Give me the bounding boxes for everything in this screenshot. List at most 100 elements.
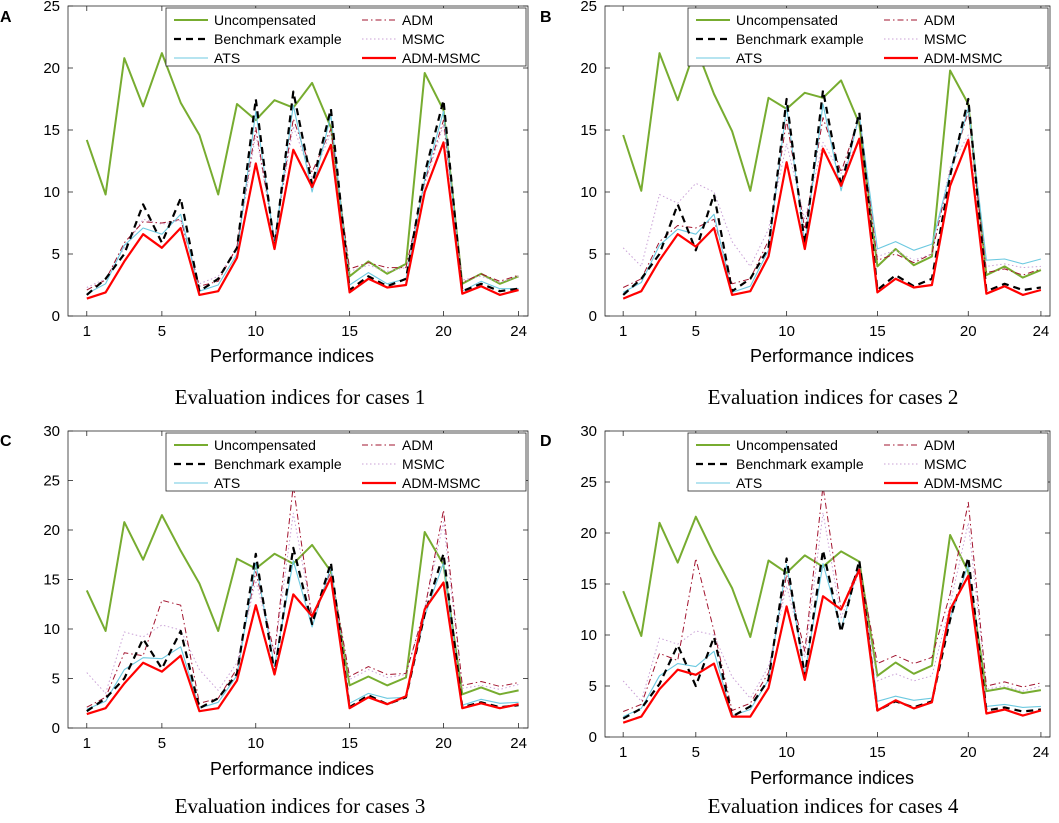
legend-label: Benchmark example bbox=[736, 31, 864, 47]
legend-label: ADM-MSMC bbox=[924, 475, 1003, 491]
legend-label: Benchmark example bbox=[736, 456, 864, 472]
x-tick-label: 5 bbox=[158, 323, 166, 340]
panel-title: Evaluation indices for cases 2 bbox=[708, 385, 959, 409]
series-line-adm bbox=[622, 110, 1042, 288]
legend-label: ADM bbox=[924, 437, 955, 453]
y-tick-label: 10 bbox=[43, 621, 60, 638]
legend-label: ADM bbox=[402, 437, 433, 453]
panel-label: B bbox=[540, 9, 552, 26]
x-tick-label: 24 bbox=[510, 323, 527, 340]
legend-label: ADM-MSMC bbox=[402, 50, 481, 66]
x-tick-label: 15 bbox=[341, 323, 358, 340]
y-tick-label: 25 bbox=[580, 0, 597, 15]
panel-label: A bbox=[0, 9, 12, 26]
x-tick-label: 5 bbox=[692, 744, 700, 761]
x-tick-label: 20 bbox=[435, 735, 452, 752]
x-tick-label: 24 bbox=[1033, 323, 1050, 340]
y-tick-label: 10 bbox=[43, 184, 60, 201]
y-tick-label: 0 bbox=[589, 729, 597, 746]
y-tick-label: 20 bbox=[580, 525, 597, 542]
legend-label: MSMC bbox=[402, 31, 445, 47]
legend-label: Uncompensated bbox=[214, 437, 316, 453]
x-tick-label: 10 bbox=[247, 735, 264, 752]
y-tick-label: 10 bbox=[580, 184, 597, 201]
panel-d: D Evaluation indices for cases 4 Perform… bbox=[540, 423, 1051, 818]
legend-label: ADM bbox=[924, 12, 955, 28]
x-tick-label: 20 bbox=[960, 744, 977, 761]
legend-box bbox=[687, 432, 1049, 492]
y-tick-label: 5 bbox=[589, 678, 597, 695]
legend-box bbox=[165, 432, 527, 492]
legend-label: ADM-MSMC bbox=[924, 50, 1003, 66]
panel-title: Evaluation indices for cases 3 bbox=[175, 794, 426, 818]
plot-area-frame bbox=[604, 5, 1051, 317]
y-tick-label: 0 bbox=[52, 308, 60, 325]
series-line-adm bbox=[86, 485, 519, 708]
y-tick-label: 25 bbox=[43, 473, 60, 490]
y-tick-label: 0 bbox=[589, 308, 597, 325]
series-line-adm-msmc bbox=[622, 568, 1042, 724]
x-tick-label: 1 bbox=[619, 744, 627, 761]
y-tick-label: 10 bbox=[580, 627, 597, 644]
x-axis-title: Performance indices bbox=[210, 759, 374, 779]
panel-label: C bbox=[0, 433, 12, 450]
legend-label: ATS bbox=[214, 475, 240, 491]
x-tick-label: 15 bbox=[869, 323, 886, 340]
series-line-benchmark-example bbox=[86, 546, 519, 713]
y-tick-label: 20 bbox=[580, 60, 597, 77]
legend-box bbox=[687, 7, 1049, 67]
series-line-msmc bbox=[86, 512, 519, 694]
legend-label: Benchmark example bbox=[214, 456, 342, 472]
x-tick-label: 24 bbox=[1033, 744, 1050, 761]
y-tick-label: 25 bbox=[43, 0, 60, 15]
x-tick-label: 15 bbox=[341, 735, 358, 752]
x-axis-title: Performance indices bbox=[750, 768, 914, 788]
plot-area-frame bbox=[67, 5, 529, 317]
legend-box bbox=[165, 7, 527, 67]
x-tick-label: 1 bbox=[619, 323, 627, 340]
series-line-benchmark-example bbox=[622, 549, 1042, 720]
y-tick-label: 20 bbox=[43, 522, 60, 539]
x-tick-label: 20 bbox=[435, 323, 452, 340]
series-line-benchmark-example bbox=[86, 90, 519, 296]
panel-label: D bbox=[540, 433, 552, 450]
x-tick-label: 20 bbox=[960, 323, 977, 340]
legend-label: Uncompensated bbox=[214, 12, 316, 28]
x-axis-title: Performance indices bbox=[750, 346, 914, 366]
x-tick-label: 24 bbox=[510, 735, 527, 752]
legend-label: ATS bbox=[214, 50, 240, 66]
y-tick-label: 25 bbox=[580, 474, 597, 491]
panel-c: C Evaluation indices for cases 3 Perform… bbox=[0, 423, 529, 818]
x-tick-label: 10 bbox=[247, 323, 264, 340]
y-tick-label: 15 bbox=[580, 576, 597, 593]
y-tick-label: 20 bbox=[43, 60, 60, 77]
legend-label: ADM bbox=[402, 12, 433, 28]
y-tick-label: 15 bbox=[580, 122, 597, 139]
legend-label: MSMC bbox=[924, 31, 967, 47]
series-line-adm-msmc bbox=[86, 576, 519, 716]
x-axis-title: Performance indices bbox=[210, 346, 374, 366]
panel-title: Evaluation indices for cases 1 bbox=[175, 385, 426, 409]
series-line-benchmark-example bbox=[622, 89, 1042, 296]
y-tick-label: 30 bbox=[43, 423, 60, 440]
x-tick-label: 15 bbox=[869, 744, 886, 761]
series-line-adm bbox=[623, 485, 1042, 712]
y-tick-label: 30 bbox=[580, 423, 597, 440]
legend-label: MSMC bbox=[924, 456, 967, 472]
y-tick-label: 5 bbox=[52, 671, 60, 688]
y-tick-label: 5 bbox=[589, 246, 597, 263]
x-tick-label: 1 bbox=[83, 323, 91, 340]
series-line-adm-msmc bbox=[86, 141, 519, 300]
y-tick-label: 15 bbox=[43, 572, 60, 589]
series-line-adm bbox=[86, 118, 519, 291]
x-tick-label: 5 bbox=[158, 735, 166, 752]
legend-label: Benchmark example bbox=[214, 31, 342, 47]
x-tick-label: 5 bbox=[692, 323, 700, 340]
panel-a: A Evaluation indices for cases 1 Perform… bbox=[0, 0, 529, 409]
legend-label: Uncompensated bbox=[736, 437, 838, 453]
series-line-adm-msmc bbox=[622, 137, 1042, 300]
x-tick-label: 10 bbox=[778, 744, 795, 761]
series-line-ats bbox=[622, 563, 1041, 718]
series-line-msmc bbox=[86, 124, 519, 288]
